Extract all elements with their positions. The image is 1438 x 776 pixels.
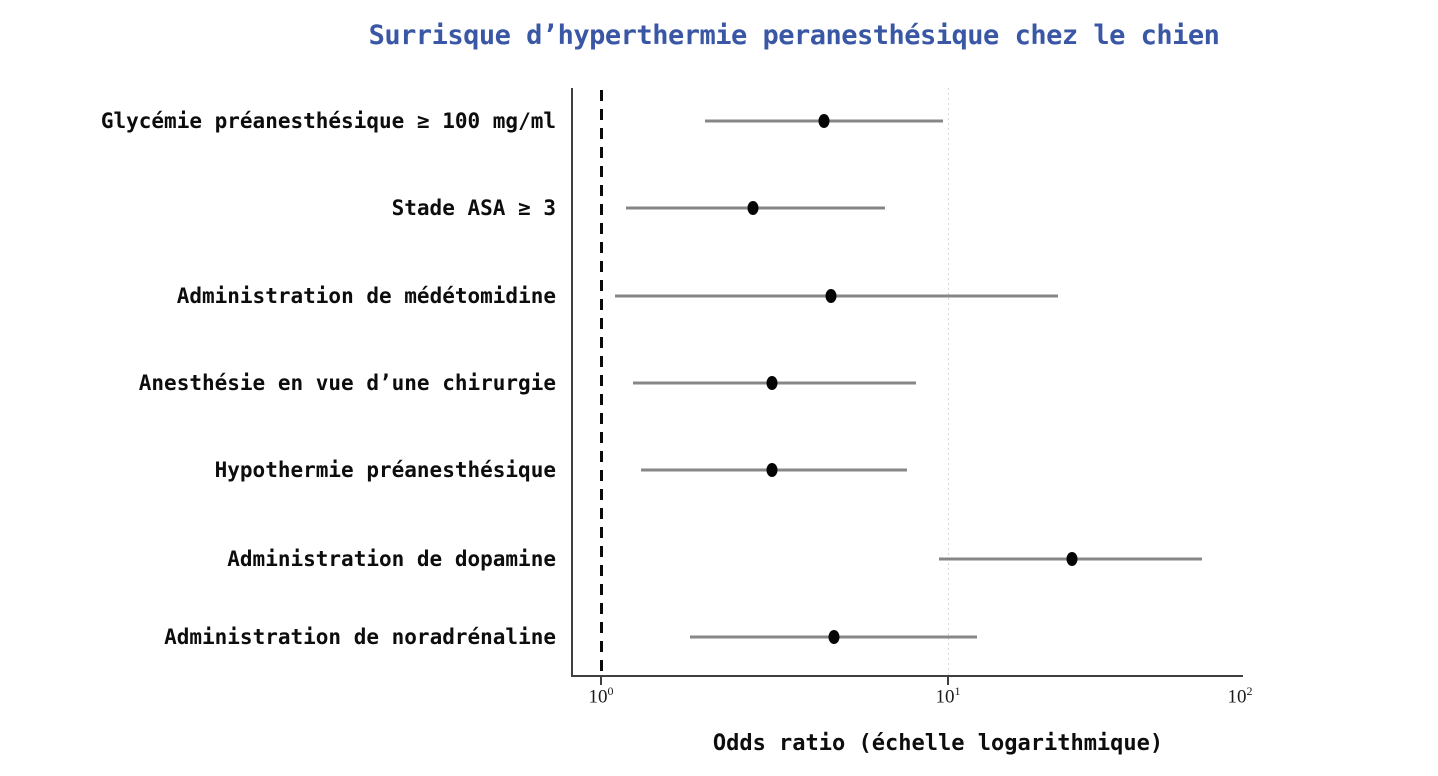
ci-bar — [615, 294, 1058, 298]
x-tick-label: 100 — [588, 684, 614, 708]
or-dot — [766, 376, 777, 390]
row-label: Administration de noradrénaline — [164, 625, 556, 649]
x-tick — [600, 677, 602, 685]
or-dot — [818, 114, 830, 128]
y-axis-spine — [571, 88, 573, 677]
row-label: Hypothermie préanesthésique — [214, 458, 556, 482]
row-label: Glycémie préanesthésique ≥ 100 mg/ml — [100, 109, 556, 133]
x-axis-label: Odds ratio (échelle logarithmique) — [712, 731, 1164, 756]
row-label: Anesthésie en vue d’une chirurgie — [138, 371, 556, 395]
or-dot — [1066, 552, 1078, 566]
x-tick-label: 101 — [935, 684, 961, 708]
or-dot — [747, 201, 759, 215]
row-label: Administration de médétomidine — [176, 284, 556, 308]
or-dot — [766, 463, 777, 477]
gridline-or-10 — [948, 88, 949, 676]
row-label: Administration de dopamine — [227, 547, 556, 571]
or-dot — [825, 289, 837, 303]
x-tick-label: 102 — [1227, 684, 1253, 708]
x-axis-spine — [571, 675, 1243, 677]
or-dot — [828, 630, 840, 644]
row-label: Stade ASA ≥ 3 — [391, 196, 556, 220]
chart-title: Surrisque d’hyperthermie peranesthésique… — [368, 20, 1220, 51]
x-tick — [947, 677, 949, 685]
reference-line-or-1 — [600, 90, 603, 676]
